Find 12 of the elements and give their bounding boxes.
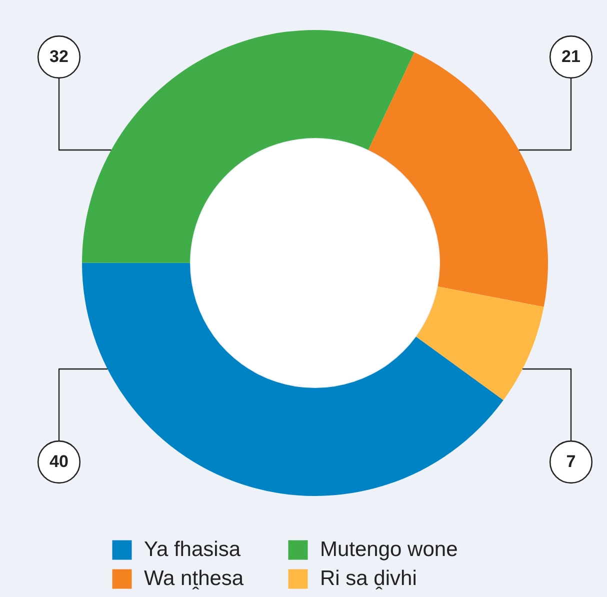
- legend-label: Mutengo wone: [320, 538, 458, 561]
- data-label: 21: [562, 47, 580, 66]
- donut-slice: [368, 52, 548, 307]
- donut-slice: [82, 30, 414, 263]
- legend-label: Wa nṱhesa: [144, 567, 244, 590]
- data-label: 7: [566, 452, 576, 471]
- legend-label: Ri sa ḓivhi: [320, 567, 417, 590]
- data-label: 32: [50, 47, 68, 66]
- donut-slice: [416, 286, 544, 400]
- data-label: 40: [50, 452, 68, 471]
- legend-label: Ya fhasisa: [144, 538, 241, 561]
- donut-slice: [82, 262, 504, 496]
